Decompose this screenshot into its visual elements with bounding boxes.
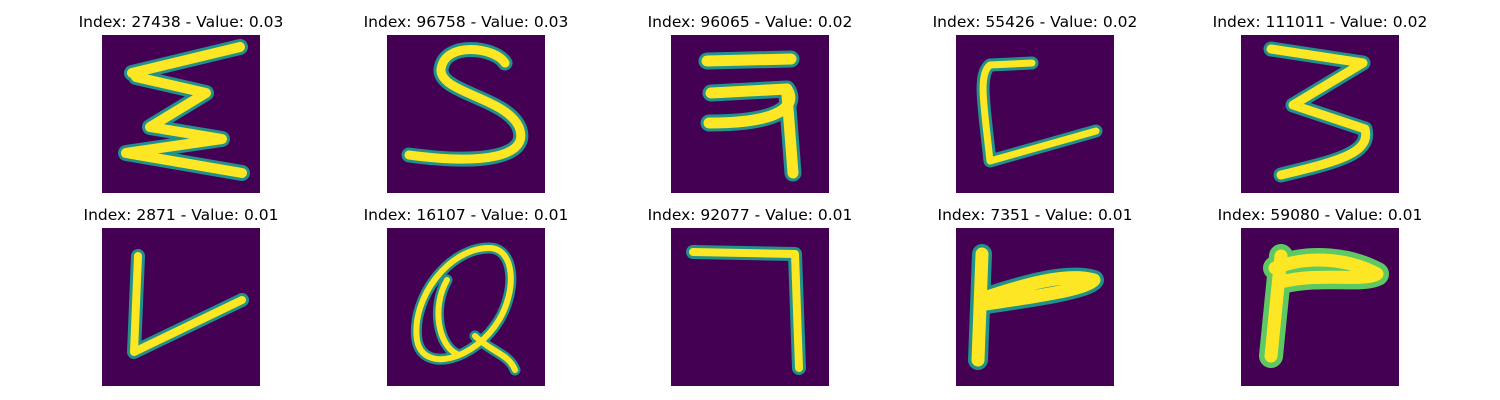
image-panel-4: Index: 55426 - Value: 0.02 bbox=[933, 13, 1137, 193]
image-panel-8: Index: 92077 - Value: 0.01 bbox=[648, 206, 852, 386]
glyph-image bbox=[956, 228, 1114, 386]
image-panel-9: Index: 7351 - Value: 0.01 bbox=[938, 206, 1132, 386]
image-panel-3: Index: 96065 - Value: 0.02 bbox=[648, 13, 852, 193]
glyph-image bbox=[102, 35, 260, 193]
panel-title: Index: 7351 - Value: 0.01 bbox=[937, 206, 1133, 224]
image-panel-5: Index: 111011 - Value: 0.02 bbox=[1213, 13, 1427, 193]
panel-title: Index: 2871 - Value: 0.01 bbox=[83, 206, 279, 224]
image-panel-2: Index: 96758 - Value: 0.03 bbox=[364, 13, 568, 193]
panel-title: Index: 96065 - Value: 0.02 bbox=[647, 13, 853, 31]
glyph-image bbox=[1241, 35, 1399, 193]
glyph-image bbox=[387, 228, 545, 386]
glyph-image bbox=[956, 35, 1114, 193]
panel-title: Index: 27438 - Value: 0.03 bbox=[78, 13, 284, 31]
panel-title: Index: 59080 - Value: 0.01 bbox=[1217, 206, 1423, 224]
image-panel-1: Index: 27438 - Value: 0.03 bbox=[79, 13, 283, 193]
glyph-image bbox=[387, 35, 545, 193]
glyph-image bbox=[671, 35, 829, 193]
image-panel-6: Index: 2871 - Value: 0.01 bbox=[84, 206, 278, 386]
image-panel-7: Index: 16107 - Value: 0.01 bbox=[364, 206, 568, 386]
panel-title: Index: 16107 - Value: 0.01 bbox=[363, 206, 569, 224]
panel-title: Index: 92077 - Value: 0.01 bbox=[647, 206, 853, 224]
panel-title: Index: 55426 - Value: 0.02 bbox=[932, 13, 1138, 31]
glyph-image bbox=[671, 228, 829, 386]
glyph-image bbox=[102, 228, 260, 386]
glyph-image bbox=[1241, 228, 1399, 386]
image-panel-10: Index: 59080 - Value: 0.01 bbox=[1218, 206, 1422, 386]
panel-title: Index: 96758 - Value: 0.03 bbox=[363, 13, 569, 31]
panel-title: Index: 111011 - Value: 0.02 bbox=[1212, 13, 1428, 31]
